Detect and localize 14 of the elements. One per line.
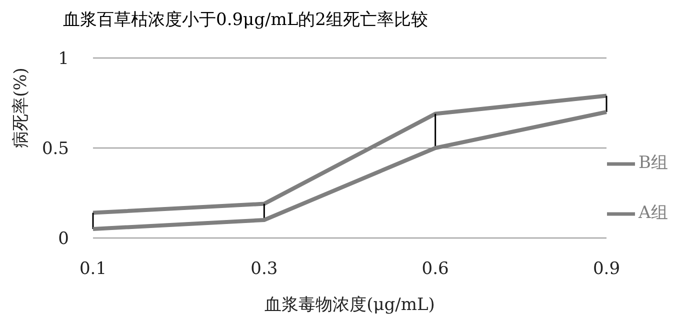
line-series [91,94,608,215]
y-tick-label: 1 [58,49,69,70]
x-tick-label: 0.3 [250,259,278,280]
y-tick-label: 0 [58,229,69,250]
x-tick-label: 0.6 [422,259,449,280]
legend-label: B组 [638,153,668,173]
line-series [91,110,608,231]
y-axis-title: 病死率(%) [11,68,32,148]
x-axis-title: 血浆毒物浓度(μg/mL) [264,295,435,315]
legend-label: A组 [638,203,668,223]
y-tick-label: 0.5 [42,139,69,160]
x-tick-label: 0.9 [592,259,620,280]
chart-title: 血浆百草枯浓度小于0.9μg/mL的2组死亡率比较 [63,9,429,32]
x-tick-label: 0.1 [79,259,107,280]
